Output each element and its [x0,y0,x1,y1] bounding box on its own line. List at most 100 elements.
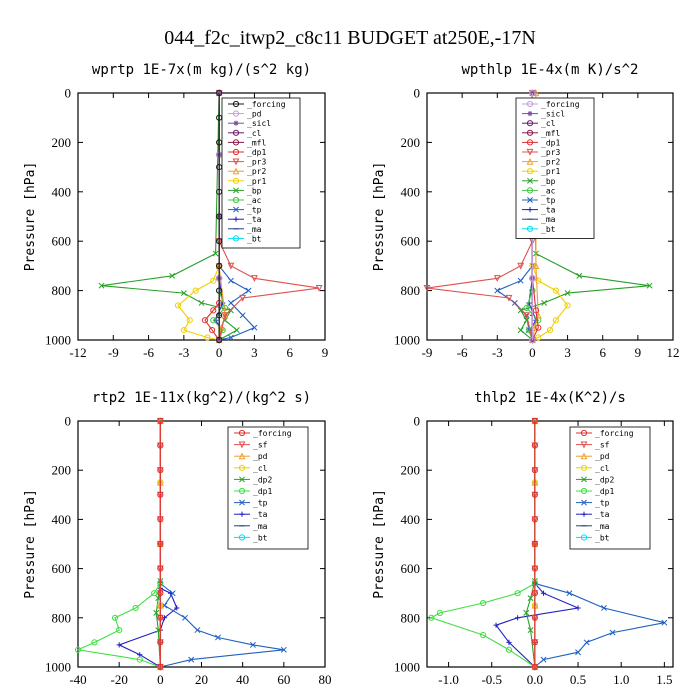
x-tick-label: 6 [599,345,606,360]
legend-label: _forcing [247,100,286,109]
data-point-pr3 [227,262,235,270]
y-tick-label: 600 [52,234,72,249]
y-tick-label: 1000 [45,660,71,675]
legend-label: _dp1 [541,138,560,147]
legend-marker-ac [232,196,240,204]
data-point-dp2 [523,609,530,616]
x-tick-label: 0.0 [527,672,543,687]
data-point-tp [517,277,524,284]
y-axis-label: Pressure [hPa] [23,162,38,272]
legend-marker-pr1 [526,168,534,175]
data-point-forcing [531,590,538,597]
legend-label: _cl [253,464,268,473]
data-point-tp [245,287,252,294]
y-tick-label: 0 [414,86,421,101]
y-tick-label: 1000 [45,333,71,348]
data-point-tp [575,649,582,656]
panel-1: wprtp 1E-7x(m kg)/(s^2 kg) Pressure [hPa]… [23,62,328,360]
y-tick-label: 400 [401,512,421,527]
legend-label: _pr3 [541,148,560,157]
x-tick-label: -6 [143,345,154,360]
data-point-pr3 [239,294,247,302]
legend-marker-forcing [232,100,240,108]
y-tick-label: 600 [401,234,421,249]
legend-marker-sf [580,441,588,449]
data-point-forcing [157,614,164,621]
data-point-tp [250,641,256,648]
legend-marker-pr2 [526,157,534,165]
data-point-forcing [531,540,538,548]
legend-marker-sicl [233,120,239,126]
data-point-tp [227,299,234,306]
legend-marker-dp1 [238,487,246,495]
legend-label: _pd [595,452,610,461]
x-tick-label: 0 [529,345,536,360]
panel-title: rtp2 1E-11x(kg^2)/(kg^2 s) [92,390,311,406]
legend-marker-pr3 [526,148,534,156]
data-point-bp [98,282,105,289]
legend-marker-tp [581,499,587,506]
legend: _forcing_sicl_cl_mfl_dp1_pr3_pr2_pr1_bp_… [515,97,595,239]
data-point-forcing [531,467,538,474]
data-point-ta [575,605,581,611]
legend-marker-pd [238,452,246,460]
x-tick-label: -3 [492,345,503,360]
data-point-forcing [529,275,536,282]
y-tick-label: 0 [65,414,72,429]
data-point-ta [540,590,547,596]
legend-label: _dp2 [595,475,614,484]
data-point-pr1 [192,287,199,294]
data-point-bp [180,290,187,297]
data-point-pr1 [210,277,217,284]
legend-label: _mfl [247,138,266,147]
data-point-bp [564,290,571,297]
y-tick-label: 400 [52,512,72,527]
data-point-dp1 [74,646,82,653]
data-point-tp [661,619,668,626]
data-point-pr3 [517,262,525,270]
y-tick-label: 800 [52,610,72,625]
legend-marker-ta [239,511,245,517]
legend-marker-bt [238,534,246,541]
data-point-forcing [157,467,164,474]
legend-marker-bt [232,235,240,242]
data-point-forcing [157,491,164,498]
legend-label: _ta [541,206,556,215]
plot-frame [426,420,674,668]
data-point-pr3 [251,275,258,282]
legend-marker-pr2 [232,167,240,175]
data-point-ta [116,642,122,648]
data-point-pr1 [186,317,193,324]
legend-marker-bt [526,225,534,232]
legend-label: _dp1 [247,148,266,157]
legend-marker-mfl [526,129,534,136]
legend-label: _pr2 [247,167,266,176]
data-point-dp1 [480,599,487,607]
plot-frame [426,92,674,341]
x-tick-label: 1.0 [613,672,629,687]
data-point-forcing [216,262,223,269]
legend-marker-dp1 [580,487,588,495]
legend-marker-ta [233,216,239,222]
x-tick-label: 0.5 [570,672,586,687]
legend: _forcing _sf _pd _cl _dp2 _dp1 _tp _ta _ma _bt [569,426,651,550]
y-axis-label: Pressure [hPa] [372,489,387,599]
data-point-tp [215,634,221,641]
legend-label: _ac [247,196,262,205]
data-point-forcing [157,417,164,425]
series-line-bp [101,92,238,341]
x-tick-label: -1.0 [438,672,459,687]
data-point-dp1 [505,646,513,653]
legend-label: _dp1 [595,487,614,496]
y-tick-label: 800 [52,283,72,298]
data-point-dp2 [527,595,534,602]
data-point-pr1 [204,334,211,341]
figure-title: 044_f2c_itwp2_c8c11 BUDGET at250E,-17N [164,27,536,49]
series-line-pr1 [177,93,220,341]
legend-marker-forcing [580,429,588,437]
x-tick-label: 0 [157,672,164,687]
data-point-pr1 [564,302,571,309]
y-tick-label: 200 [52,135,72,150]
data-point-tp [511,299,518,306]
data-point-pr3 [423,285,431,292]
